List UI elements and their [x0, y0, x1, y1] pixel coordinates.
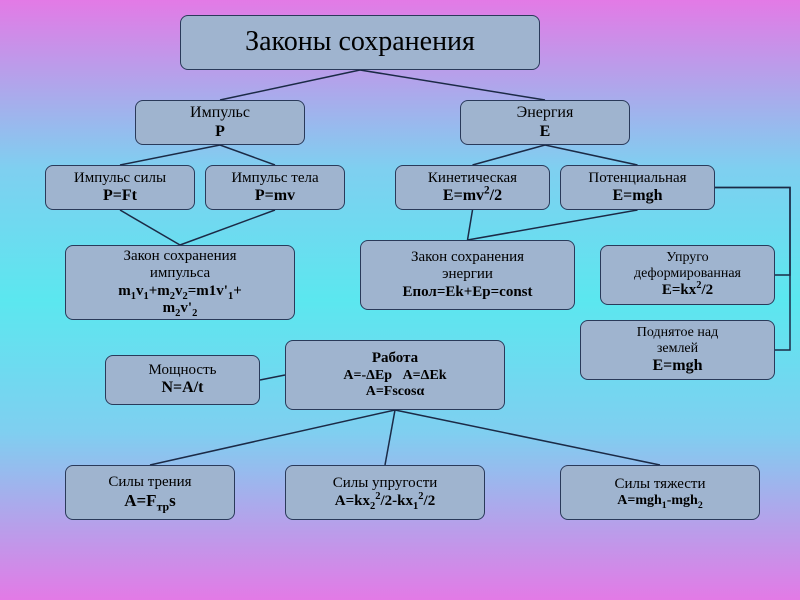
node-raised-line1: Поднятое надземлей — [637, 325, 718, 357]
node-raised: Поднятое надземлейE=mgh — [580, 320, 775, 380]
node-friction: Силы тренияA=Fтрs — [65, 465, 235, 520]
node-potential-line2: E=mgh — [612, 187, 662, 205]
node-power-line2: N=A/t — [162, 379, 204, 397]
node-imp_force: Импульс силыP=Ft — [45, 165, 195, 210]
node-elastic-line1: Упругодеформированная — [634, 250, 741, 282]
node-imp_force-line2: P=Ft — [103, 187, 137, 205]
node-potential: ПотенциальнаяE=mgh — [560, 165, 715, 210]
node-gravity_work: Силы тяжестиA=mgh1-mgh2 — [560, 465, 760, 520]
node-impulse: ИмпульсP — [135, 100, 305, 145]
node-raised-line2: E=mgh — [652, 357, 702, 375]
node-power: МощностьN=A/t — [105, 355, 260, 405]
node-energy: ЭнергияE — [460, 100, 630, 145]
node-cons_imp-line2: m1v1+m2v2=m1v'1+m2v'2 — [118, 283, 242, 318]
node-impulse-line1: Импульс — [190, 104, 250, 122]
node-work: РаботаA=-ΔEp A=ΔEkA=Fscosα — [285, 340, 505, 410]
node-friction-line1: Силы трения — [108, 474, 191, 491]
node-imp_body-line2: P=mv — [255, 187, 295, 205]
node-spring_work-line2: A=kx22/2-kx12/2 — [335, 493, 435, 510]
node-impulse-line2: P — [215, 123, 225, 141]
node-imp_body-line1: Импульс тела — [231, 170, 318, 187]
node-elastic: УпругодеформированнаяE=kx2/2 — [600, 245, 775, 305]
node-work-line1: Работа — [372, 350, 418, 367]
node-potential-line1: Потенциальная — [588, 170, 686, 187]
node-kinetic-line2: E=mv2/2 — [443, 187, 502, 205]
node-title: Законы сохранения — [180, 15, 540, 70]
node-imp_force-line1: Импульс силы — [74, 170, 166, 187]
node-imp_body: Импульс телаP=mv — [205, 165, 345, 210]
node-cons_en: Закон сохраненияэнергииEпол=Ek+Ep=const — [360, 240, 575, 310]
node-gravity_work-line2: A=mgh1-mgh2 — [617, 493, 702, 509]
node-power-line1: Мощность — [149, 362, 217, 379]
node-cons_imp: Закон сохраненияимпульсаm1v1+m2v2=m1v'1+… — [65, 245, 295, 320]
node-title-line1: Законы сохранения — [245, 26, 475, 58]
node-kinetic-line1: Кинетическая — [428, 170, 517, 187]
node-gravity_work-line1: Силы тяжести — [614, 476, 705, 493]
node-cons_imp-line1: Закон сохраненияимпульса — [123, 248, 236, 283]
node-cons_en-line2: Eпол=Ek+Ep=const — [402, 284, 532, 301]
node-kinetic: КинетическаяE=mv2/2 — [395, 165, 550, 210]
node-spring_work: Силы упругостиA=kx22/2-kx12/2 — [285, 465, 485, 520]
node-cons_en-line1: Закон сохраненияэнергии — [411, 249, 524, 284]
node-energy-line1: Энергия — [517, 104, 574, 122]
node-energy-line2: E — [540, 123, 551, 141]
node-friction-line2: A=Fтрs — [124, 491, 176, 511]
node-elastic-line2: E=kx2/2 — [662, 282, 713, 299]
node-work-line2: A=-ΔEp A=ΔEkA=Fscosα — [343, 368, 446, 400]
